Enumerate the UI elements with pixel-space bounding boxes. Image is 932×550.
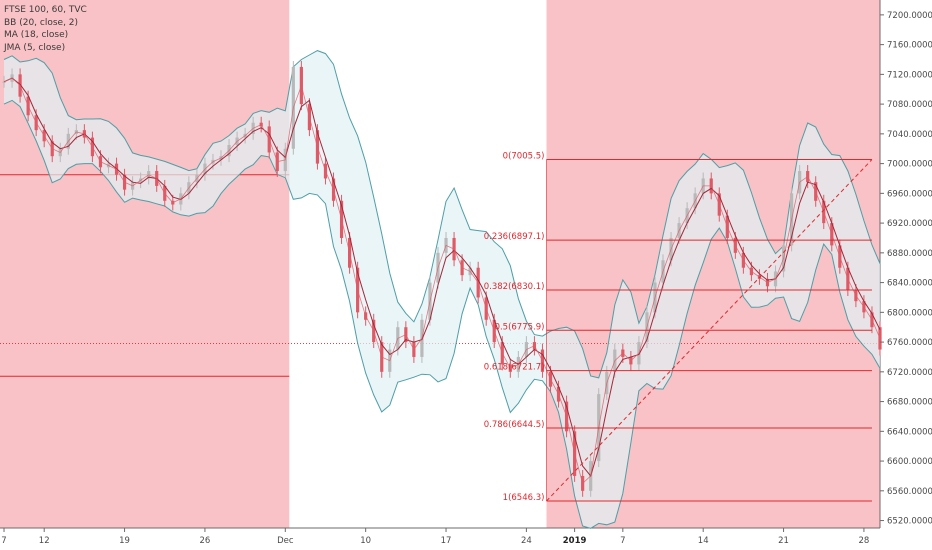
x-tick-label-12: 28 [859,536,870,546]
y-tick-label-1: 7160.0000 [887,41,932,51]
x-tick-label-11: 21 [778,536,789,546]
legend-jma: JMA (5, close) [4,42,66,53]
candle-body-0 [2,81,6,83]
x-tick-label-4: Dec [277,536,294,546]
y-tick-label-3: 7080.0000 [887,100,932,110]
legend-bollinger: BB (20, close, 2) [4,17,79,28]
y-tick-label-16: 6560.0000 [887,487,932,497]
bollinger-upper [3,50,881,379]
x-tick-label-8: 2019 [563,536,587,546]
y-tick-label-4: 7040.0000 [887,130,932,140]
y-tick-label-6: 6960.0000 [887,189,932,199]
y-tick-label-8: 6880.0000 [887,249,932,259]
x-tick-label-5: 10 [360,536,371,546]
bollinger-lower [3,99,881,529]
y-tick-label-17: 6520.0000 [887,517,932,527]
y-tick-label-13: 6680.0000 [887,398,932,408]
y-tick-label-7: 6920.0000 [887,219,932,229]
fibonacci-retracement[interactable]: 0(7005.5) 0.236(6897.1) 0.382(6830.1) 0.5(6… [484,152,873,503]
x-tick-label-7: 24 [521,536,532,546]
y-tick-label-12: 6720.0000 [887,368,932,378]
x-tick-label-1: 12 [39,536,50,546]
y-tick-label-15: 6600.0000 [887,457,932,467]
shaded-regions [0,0,880,528]
fib-level-label-6: 1(6546.3) [503,493,545,503]
bollinger-bands [3,50,881,529]
fib-level-label-5: 0.786(6644.5) [484,420,545,430]
fib-level-label-4: 0.618(6721.7) [484,363,545,373]
x-tick-label-9: 7 [620,536,625,546]
axes: 7200.0000 7160.0000 7120.0000 7080.0000 7040… [1,11,932,546]
y-tick-label-10: 6800.0000 [887,308,932,318]
fib-level-label-2: 0.382(6830.1) [484,282,545,292]
y-tick-label-0: 7200.0000 [887,11,932,21]
legend-symbol: FTSE 100, 60, TVC [4,5,87,15]
y-tick-label-14: 6640.0000 [887,427,932,437]
x-tick-label-10: 14 [698,536,709,546]
moving-averages [3,77,881,485]
fib-level-label-1: 0.236(6897.1) [484,232,545,242]
y-tick-label-9: 6840.0000 [887,279,932,289]
y-tick-label-5: 7000.0000 [887,160,932,170]
indicator-legend: FTSE 100, 60, TVC BB (20, close, 2) MA (… [4,4,87,54]
y-tick-label-11: 6760.0000 [887,338,932,348]
fib-level-label-3: 0.5(6775.9) [495,322,545,332]
legend-moving-average: MA (18, close) [4,30,69,40]
ma-line [3,77,881,477]
jma-line [3,77,881,485]
x-tick-label-2: 19 [119,536,130,546]
fib-level-label-0: 0(7005.5) [503,152,545,162]
x-tick-label-0: 7 [1,536,6,546]
y-tick-label-2: 7120.0000 [887,70,932,80]
x-tick-label-3: 26 [200,536,211,546]
x-tick-label-6: 17 [441,536,452,546]
fib-trend-line [546,159,873,502]
bollinger-fill [4,50,880,529]
